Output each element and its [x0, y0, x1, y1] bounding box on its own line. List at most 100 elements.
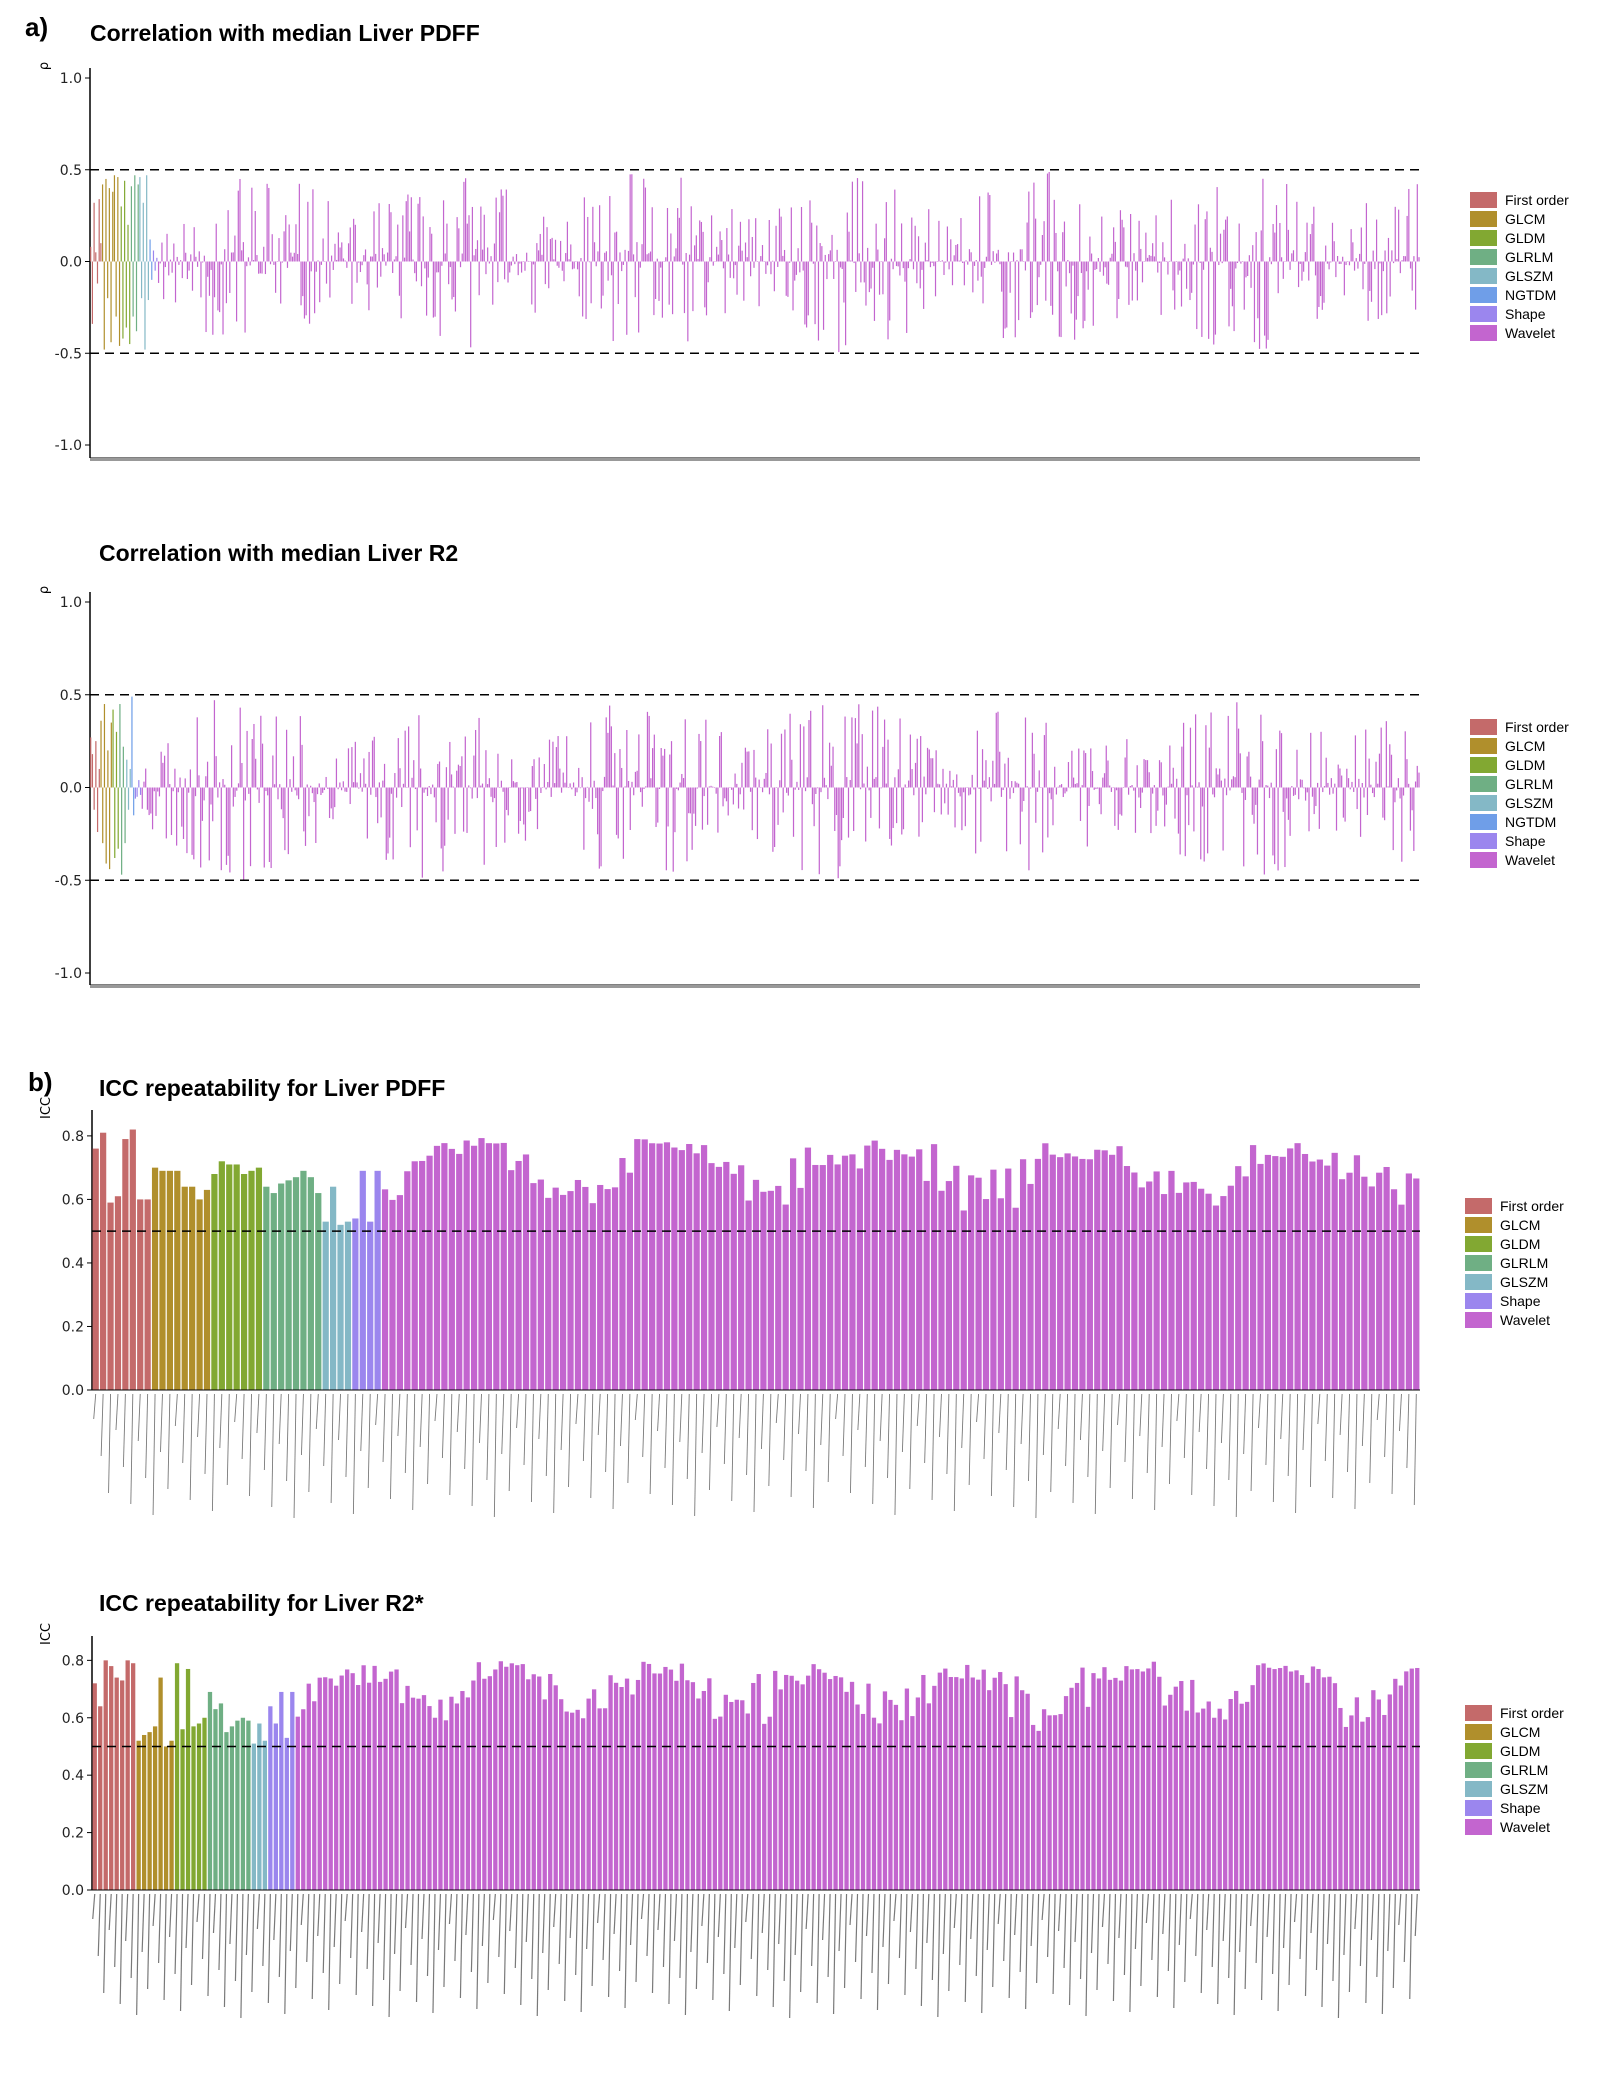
- x-tick-label: [1050, 1393, 1054, 1493]
- bar: [1138, 220, 1140, 262]
- bar: [107, 750, 109, 788]
- bar: [1188, 787, 1190, 826]
- bar: [444, 253, 446, 262]
- bar: [1389, 261, 1391, 297]
- x-tick-label: [657, 1893, 661, 1931]
- bar: [152, 250, 155, 262]
- bar: [1031, 261, 1033, 313]
- x-tick-labels: [92, 1893, 1418, 2019]
- bar: [1387, 237, 1390, 262]
- bar: [593, 242, 596, 262]
- bar: [378, 203, 380, 262]
- bar: [1041, 235, 1043, 262]
- bar: [515, 1160, 522, 1390]
- bar: [617, 261, 619, 305]
- bar: [1085, 261, 1088, 272]
- x-tick-label: [1272, 1393, 1276, 1503]
- bar: [555, 747, 557, 788]
- bar: [847, 787, 850, 838]
- x-tick-label: [493, 1393, 497, 1518]
- x-tick-label: [679, 1393, 683, 1443]
- bar: [416, 787, 418, 831]
- bar: [948, 261, 950, 270]
- bar: [310, 785, 312, 788]
- bar: [1162, 787, 1164, 796]
- bar: [428, 786, 430, 788]
- bar: [575, 1709, 580, 1890]
- bar: [1052, 787, 1054, 826]
- bar: [1038, 770, 1040, 788]
- bar: [249, 261, 251, 266]
- x-tick-label: [1072, 1393, 1076, 1504]
- bar: [650, 778, 652, 788]
- bar: [887, 261, 889, 340]
- bar: [629, 787, 631, 831]
- bar: [1301, 779, 1303, 788]
- bar: [1345, 261, 1347, 266]
- legend-swatch: [1470, 248, 1497, 265]
- r2-correlation-chart: ρ1.00.50.0-0.5-1.0: [37, 586, 1420, 988]
- bar: [105, 178, 107, 262]
- bar: [818, 787, 820, 875]
- x-tick-label: [421, 1893, 425, 1940]
- x-tick-label: [1079, 1893, 1084, 1980]
- x-tick-label: [1063, 1893, 1067, 1969]
- bar: [1371, 1690, 1376, 1890]
- bar: [1030, 1724, 1036, 1890]
- bar: [294, 787, 296, 791]
- bar: [519, 787, 521, 821]
- legend-swatch: [1470, 267, 1497, 284]
- bar: [655, 261, 657, 300]
- bar: [1235, 1166, 1242, 1390]
- bar: [1261, 1663, 1266, 1890]
- bar: [270, 787, 272, 869]
- bar: [591, 787, 594, 809]
- bar: [444, 787, 446, 846]
- bar: [482, 1678, 487, 1890]
- bar: [990, 787, 992, 802]
- bar: [1212, 1717, 1217, 1890]
- bar: [256, 787, 258, 790]
- bar: [887, 739, 889, 788]
- legend-label: GLSZM: [1500, 1273, 1549, 1290]
- x-tick-label: [783, 1893, 787, 1982]
- x-tick-label: [471, 1393, 475, 1507]
- bar: [992, 1677, 997, 1890]
- bar: [239, 707, 241, 788]
- bar: [381, 1189, 389, 1390]
- bar: [217, 261, 219, 311]
- bar: [741, 762, 743, 788]
- bar: [827, 1154, 834, 1390]
- bar: [701, 1690, 707, 1890]
- bar: [1191, 785, 1193, 788]
- x-tick-label: [968, 1393, 972, 1486]
- legend-swatch: [1470, 775, 1497, 792]
- bar: [259, 261, 261, 274]
- x-tick-label: [1299, 1893, 1303, 1960]
- bar: [169, 784, 171, 788]
- bar: [242, 242, 244, 262]
- bar: [414, 787, 417, 790]
- bar: [215, 223, 217, 262]
- bar: [411, 777, 413, 788]
- x-tick-label: [1052, 1893, 1056, 1995]
- bar: [924, 242, 926, 262]
- bar: [959, 1678, 964, 1890]
- bar: [1012, 252, 1015, 262]
- bar: [880, 261, 882, 263]
- bar: [564, 1711, 569, 1890]
- bar: [870, 261, 872, 289]
- bar: [1416, 765, 1418, 788]
- bar: [744, 242, 747, 262]
- x-tick-label: [97, 1893, 101, 1957]
- x-tick-label: [218, 1893, 222, 1971]
- x-tick-label: [174, 1893, 178, 1975]
- bar: [1316, 1159, 1323, 1390]
- bar: [736, 783, 738, 788]
- bar: [497, 261, 499, 283]
- bar: [1374, 261, 1376, 270]
- x-tick-label: [843, 1893, 848, 1989]
- y-axis-label: ρ: [37, 62, 52, 70]
- bar: [509, 1663, 514, 1890]
- bar: [1269, 257, 1271, 262]
